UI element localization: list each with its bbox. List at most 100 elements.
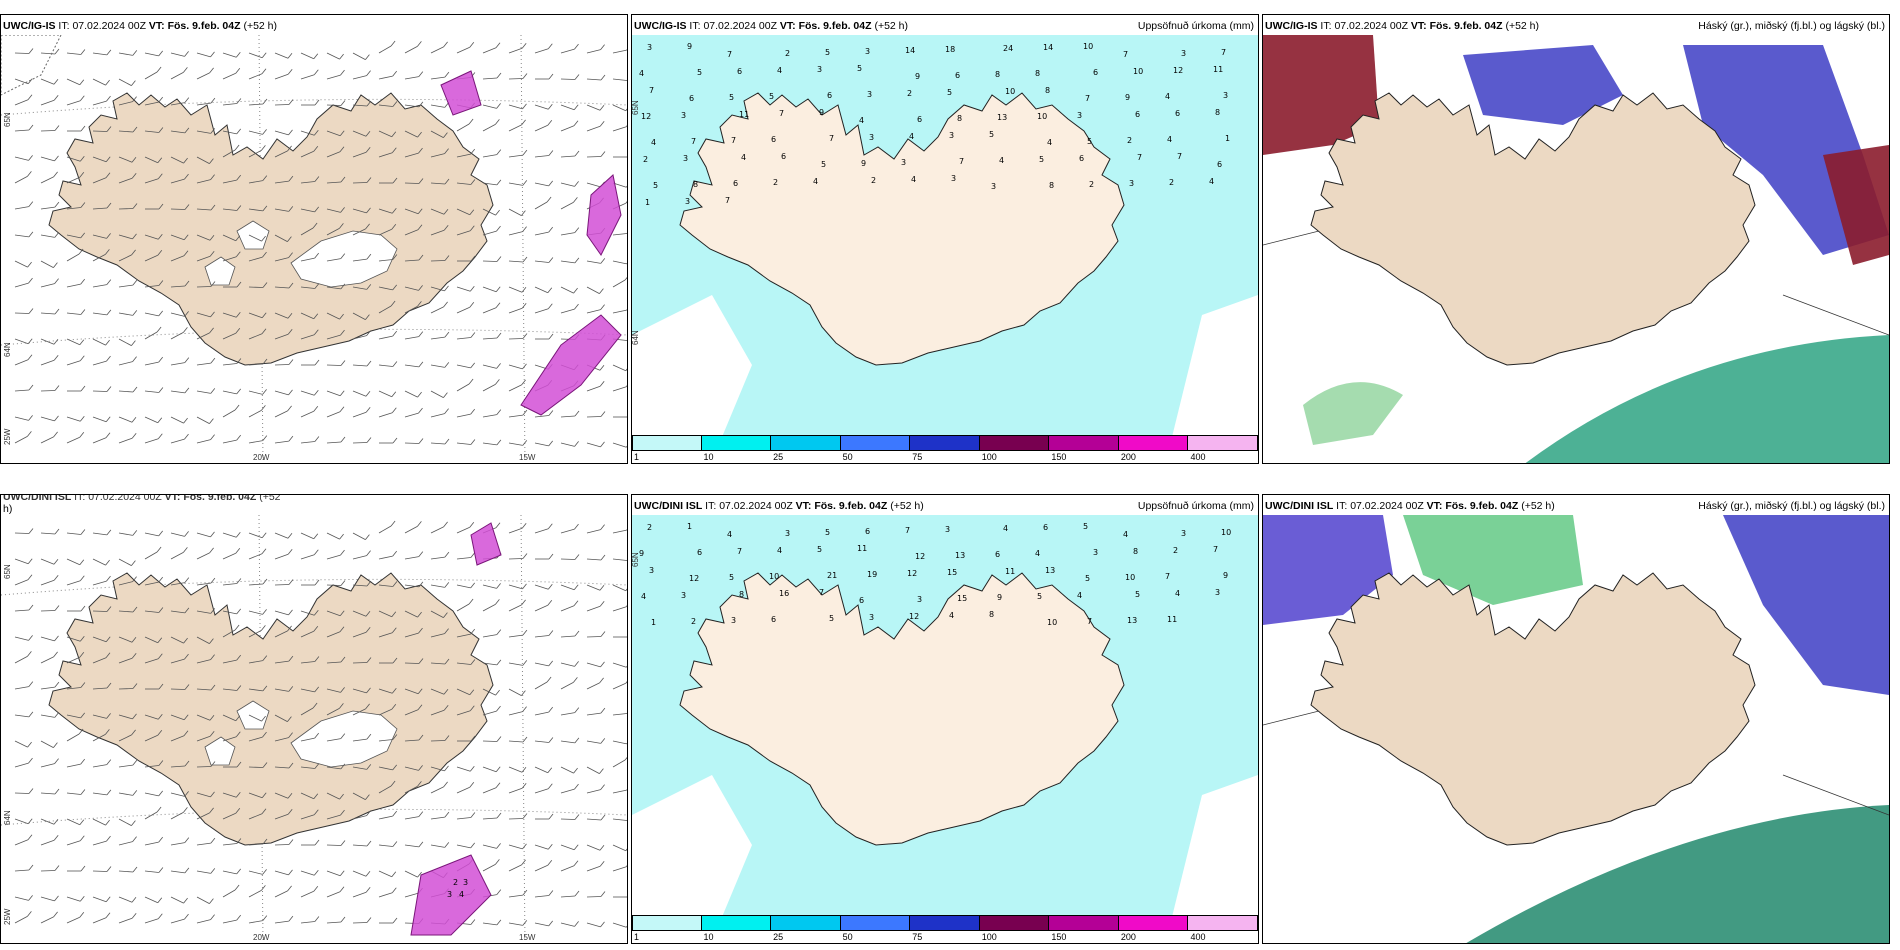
precip-colorbar: 1 10 25 50 75 100 150 200 400 <box>632 435 1258 463</box>
wind-barb-flag <box>521 599 526 606</box>
wind-barb-flag <box>573 677 578 683</box>
mid-cloud <box>1723 515 1889 695</box>
wind-barb-flag <box>418 581 424 588</box>
wind-barb-flag <box>391 391 397 397</box>
wind-barb <box>300 814 315 820</box>
wind-barb <box>196 812 210 820</box>
colorbar-label: 10 <box>703 452 714 462</box>
wind-barb-flag <box>366 437 372 443</box>
precip-value: 12 <box>641 112 651 121</box>
wind-barb-flag <box>521 302 527 309</box>
precip-value: 3 <box>1181 49 1186 58</box>
precip-value: 10 <box>769 572 779 581</box>
precip-value: 5 <box>1083 522 1088 531</box>
wind-barb <box>144 870 159 873</box>
precip-value: 2 <box>643 155 648 164</box>
wind-barb <box>352 286 367 290</box>
wind-barb-flag <box>495 689 500 696</box>
wind-barb <box>560 155 576 158</box>
wind-barb <box>508 818 524 820</box>
wind-barb <box>274 714 288 722</box>
precip-value: 5 <box>825 528 830 537</box>
wind-barb <box>118 792 133 796</box>
no-precip-area <box>1172 295 1258 437</box>
wind-barb <box>274 792 289 799</box>
wind-barb <box>508 182 523 186</box>
wind-barb-flag <box>574 523 579 530</box>
wind-barb-flag <box>27 261 32 268</box>
wind-barb-flag <box>262 915 268 921</box>
precip-value: 4 <box>741 153 746 162</box>
wind-barb-flag <box>53 574 59 581</box>
wind-barb-flag <box>210 434 215 440</box>
wind-barb <box>482 384 496 392</box>
wind-barb-flag <box>392 841 398 847</box>
wind-barb-flag <box>131 560 136 566</box>
wind-barb-flag <box>80 125 86 132</box>
wind-barb <box>40 359 55 366</box>
wind-barb <box>196 552 210 560</box>
cloud-map <box>1263 515 1889 943</box>
precip-value: 2 <box>773 178 778 187</box>
wind-barb <box>508 338 524 340</box>
wind-barb-flag <box>209 250 215 257</box>
wind-barb-flag <box>54 865 60 871</box>
wind-barb <box>560 922 575 927</box>
wind-barb-flag <box>28 788 34 794</box>
wind-barb-flag <box>470 735 476 742</box>
wind-barb-flag <box>210 357 216 364</box>
wind-barb-flag <box>157 913 163 919</box>
wind-barb <box>326 130 341 137</box>
precip-value: 3 <box>1077 111 1082 120</box>
wind-barb <box>482 634 497 638</box>
wind-barb-flag <box>80 758 86 765</box>
wind-barb-flag <box>469 225 475 231</box>
wind-barb <box>170 285 186 288</box>
wind-barb-flag <box>470 408 476 415</box>
wind-barb-flag <box>624 756 627 761</box>
wind-barb <box>378 892 393 898</box>
wind-barb <box>456 766 471 772</box>
wind-barb-flag <box>496 103 501 109</box>
wind-barb <box>378 45 392 54</box>
wind-barb-flag <box>157 250 163 256</box>
wind-barb <box>92 917 107 924</box>
wind-barb <box>144 361 159 366</box>
wind-barb <box>482 688 496 696</box>
wind-barb-flag <box>313 610 319 616</box>
colorbar-swatch <box>1118 915 1189 931</box>
wind-barb-flag <box>54 712 60 718</box>
wind-barb <box>326 411 341 418</box>
wind-barb-flag <box>340 916 346 923</box>
precip-value: 2 <box>907 89 912 98</box>
wind-barb <box>404 130 418 138</box>
wind-barb-flag <box>53 651 58 658</box>
precip-value: 14 <box>1043 43 1053 52</box>
panel-header: UWC/DINI ISL IT: 07.02.2024 00Z VT: Fös.… <box>3 494 281 503</box>
wind-barb <box>40 206 55 210</box>
colorbar-swatch <box>1049 435 1119 451</box>
wind-barb <box>196 156 210 164</box>
wind-barb <box>40 78 55 85</box>
wind-barb <box>482 230 497 236</box>
wind-barb-flag <box>106 309 112 316</box>
wind-barb <box>274 410 288 418</box>
wind-barb-flag <box>261 885 266 891</box>
wind-barb <box>326 258 341 262</box>
wind-barb <box>534 895 549 898</box>
wind-barb <box>534 740 549 743</box>
wind-barb-flag <box>28 635 33 641</box>
wind-barb-flag <box>288 175 294 182</box>
wind-barb <box>508 766 523 773</box>
wind-barb-flag <box>314 656 320 662</box>
wind-barb <box>430 208 445 215</box>
wind-barb-flag <box>106 95 111 102</box>
wind-barb-flag <box>262 869 267 875</box>
wind-barb <box>66 714 81 719</box>
wind-barb-flag <box>105 896 111 903</box>
wind-barb-flag <box>314 359 320 366</box>
wind-barb-flag <box>236 654 242 661</box>
wind-barb <box>534 124 548 132</box>
wind-barb-flag <box>391 224 397 230</box>
precip-value: 11 <box>1167 615 1177 624</box>
